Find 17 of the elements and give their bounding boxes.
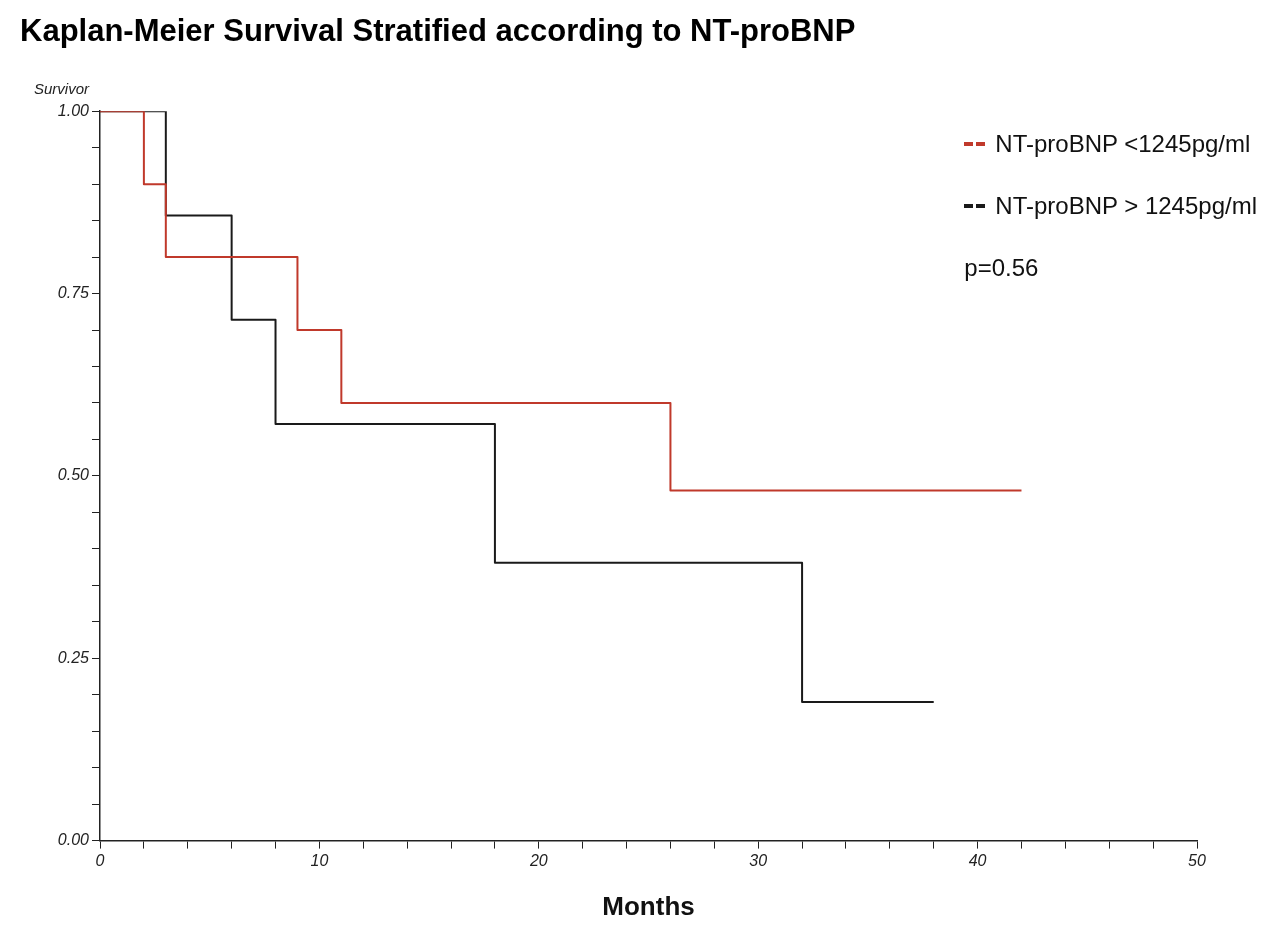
chart-title: Kaplan-Meier Survival Stratified according to NT-proBNP (20, 13, 856, 49)
y-tick-label: 0.50 (57, 466, 90, 484)
x-tick-label: 50 (1188, 851, 1206, 869)
x-tick-label: 10 (310, 851, 329, 869)
x-tick-label: 0 (95, 851, 105, 869)
x-tick-label: 20 (528, 851, 548, 869)
y-axis-title: Survivor (34, 79, 91, 97)
y-tick-label: 0.75 (57, 284, 90, 301)
legend-label: NT-proBNP > 1245pg/ml (995, 192, 1257, 220)
x-tick-label: 30 (749, 851, 768, 869)
y-tick-label: 0.00 (57, 831, 90, 849)
annotation: p=0.56 (964, 254, 1040, 282)
y-tick-label: 1.00 (57, 101, 90, 119)
x-tick-label: 40 (968, 851, 987, 869)
x-axis-title: Months (602, 890, 695, 921)
legend-label: NT-proBNP <1245pg/ml (995, 130, 1251, 158)
y-tick-label: 0.25 (57, 648, 90, 666)
